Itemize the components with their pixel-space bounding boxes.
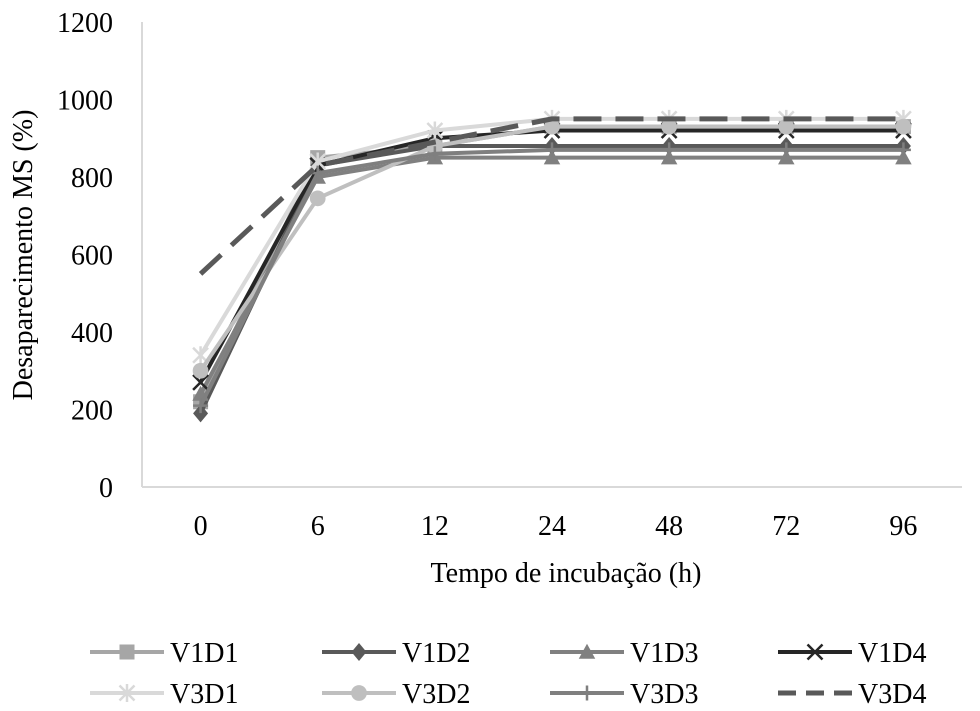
series-line xyxy=(198,116,904,276)
series-v3d2 xyxy=(192,118,912,379)
x-tick-label: 0 xyxy=(194,511,208,542)
y-tick-label: 0 xyxy=(99,473,113,504)
y-tick-label: 600 xyxy=(71,241,113,272)
y-tick-label: 400 xyxy=(71,318,113,349)
x-tick-label: 96 xyxy=(889,511,917,542)
x-tick-label: 12 xyxy=(421,511,449,542)
series-line xyxy=(198,124,906,404)
legend-entry-v3d1: V3D1 xyxy=(90,679,238,710)
legend-label: V3D3 xyxy=(630,679,698,710)
legend-entry-v3d2: V3D2 xyxy=(322,679,470,710)
data-point xyxy=(544,142,560,158)
x-axis-title: Tempo de incubação (h) xyxy=(431,558,702,589)
data-point xyxy=(192,362,209,379)
legend-label: V1D1 xyxy=(170,638,238,669)
legend-marker xyxy=(119,644,135,660)
y-tick-labels: 0 200 400 600 800 1000 1200 xyxy=(57,8,113,504)
legend-marker xyxy=(351,685,367,701)
legend-label: V1D4 xyxy=(858,638,926,669)
data-point xyxy=(778,118,795,135)
data-point xyxy=(778,142,794,158)
data-point xyxy=(426,121,444,140)
legend: V1D1 V1D2 V1D3 V1D4 V3D1 V3D2 V3D3 V3D4 xyxy=(90,638,926,710)
data-point xyxy=(895,118,912,135)
legend-entry-v3d4: V3D4 xyxy=(778,679,926,710)
data-point xyxy=(192,373,209,391)
legend-entry-v1d4: V1D4 xyxy=(778,638,926,669)
y-axis-title: Desaparecimento MS (%) xyxy=(8,110,39,401)
x-tick-label: 72 xyxy=(772,511,800,542)
x-tick-labels: 0 6 12 24 48 72 96 xyxy=(194,511,918,542)
legend-label: V3D1 xyxy=(170,679,238,710)
y-tick-label: 800 xyxy=(71,163,113,194)
legend-entry-v3d3: V3D3 xyxy=(550,679,698,710)
x-tick-label: 24 xyxy=(538,511,566,542)
data-point xyxy=(544,118,560,135)
legend-marker xyxy=(578,643,596,659)
x-tick-label: 48 xyxy=(655,511,683,542)
series-v3d3 xyxy=(193,142,911,414)
legend-marker xyxy=(351,643,367,661)
legend-label: V1D3 xyxy=(630,638,698,669)
legend-entry-v1d3: V1D3 xyxy=(550,638,698,669)
legend-label: V3D2 xyxy=(402,679,470,710)
axes xyxy=(141,22,962,488)
legend-marker xyxy=(579,685,595,701)
legend-entry-v1d1: V1D1 xyxy=(90,638,238,669)
data-point xyxy=(661,142,677,158)
y-tick-label: 1000 xyxy=(57,86,113,117)
data-point xyxy=(895,142,911,158)
data-point xyxy=(427,146,443,162)
legend-label: V3D4 xyxy=(858,679,926,710)
x-tick-label: 6 xyxy=(311,511,325,542)
data-point xyxy=(193,398,209,414)
data-point xyxy=(193,404,209,423)
legend-entry-v1d2: V1D2 xyxy=(322,638,470,669)
data-point xyxy=(661,118,678,135)
series-v3d4 xyxy=(198,116,904,276)
y-tick-label: 200 xyxy=(71,396,113,427)
legend-marker xyxy=(806,643,824,661)
legend-label: V1D2 xyxy=(402,638,470,669)
y-tick-label: 1200 xyxy=(57,8,113,39)
data-point xyxy=(309,190,326,207)
legend-marker xyxy=(118,684,136,702)
series-line xyxy=(198,128,906,385)
series xyxy=(192,109,912,423)
